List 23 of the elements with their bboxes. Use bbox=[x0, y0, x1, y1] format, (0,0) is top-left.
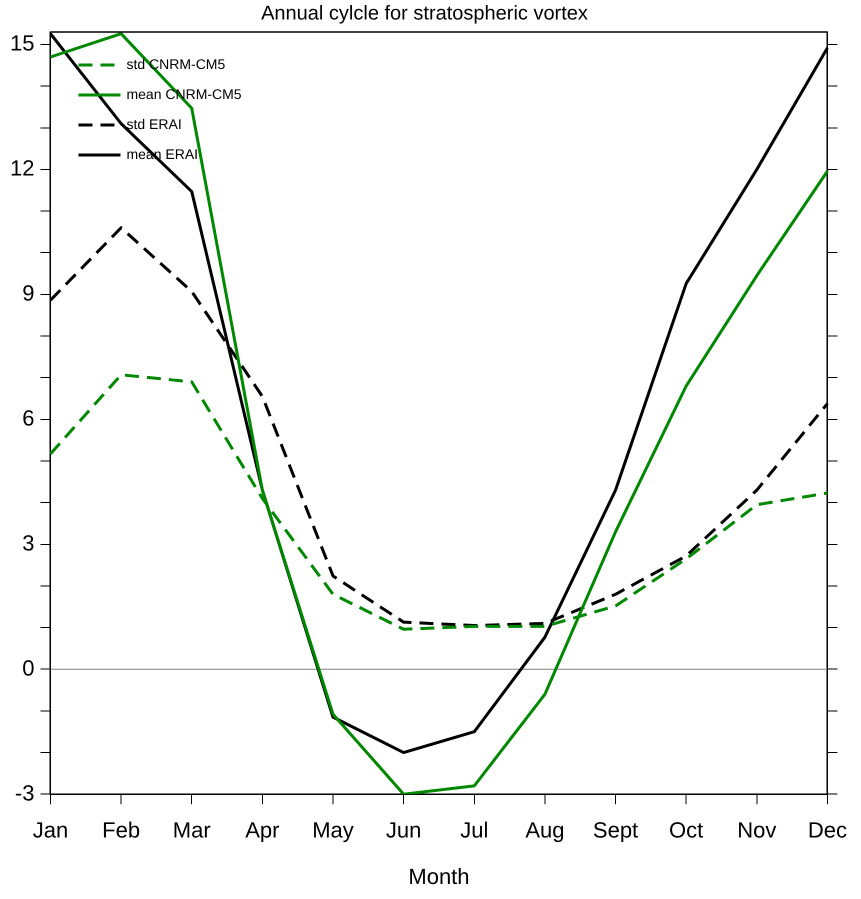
x-tick-label: Mar bbox=[172, 817, 211, 842]
x-tick-label: Jan bbox=[32, 817, 68, 842]
y-tick-label: 6 bbox=[22, 405, 34, 430]
x-tick-label: Jul bbox=[460, 817, 488, 842]
x-tick-label: Apr bbox=[245, 817, 280, 842]
y-tick-label: -3 bbox=[14, 780, 34, 806]
y-tick-label: 15 bbox=[10, 30, 34, 56]
y-tick-label: 12 bbox=[10, 156, 34, 181]
x-tick-label: Nov bbox=[737, 817, 776, 842]
x-tick-label: May bbox=[312, 817, 354, 842]
x-tick-label: Jun bbox=[386, 817, 422, 842]
legend-label: std CNRM-CM5 bbox=[126, 56, 226, 72]
y-tick-label: 3 bbox=[22, 530, 34, 556]
x-tick-label: Oct bbox=[669, 817, 704, 842]
x-tick-label: Dec bbox=[808, 817, 847, 842]
chart-title: Annual cylcle for stratospheric vortex bbox=[261, 2, 588, 25]
y-tick-label: 0 bbox=[22, 655, 34, 680]
x-tick-label: Aug bbox=[525, 817, 564, 842]
x-axis-title: Month bbox=[408, 864, 470, 889]
legend-label: std ERAI bbox=[126, 116, 182, 132]
x-tick-label: Feb bbox=[102, 817, 140, 842]
x-tick-label: Sept bbox=[592, 817, 638, 842]
y-tick-label: 9 bbox=[22, 280, 34, 306]
